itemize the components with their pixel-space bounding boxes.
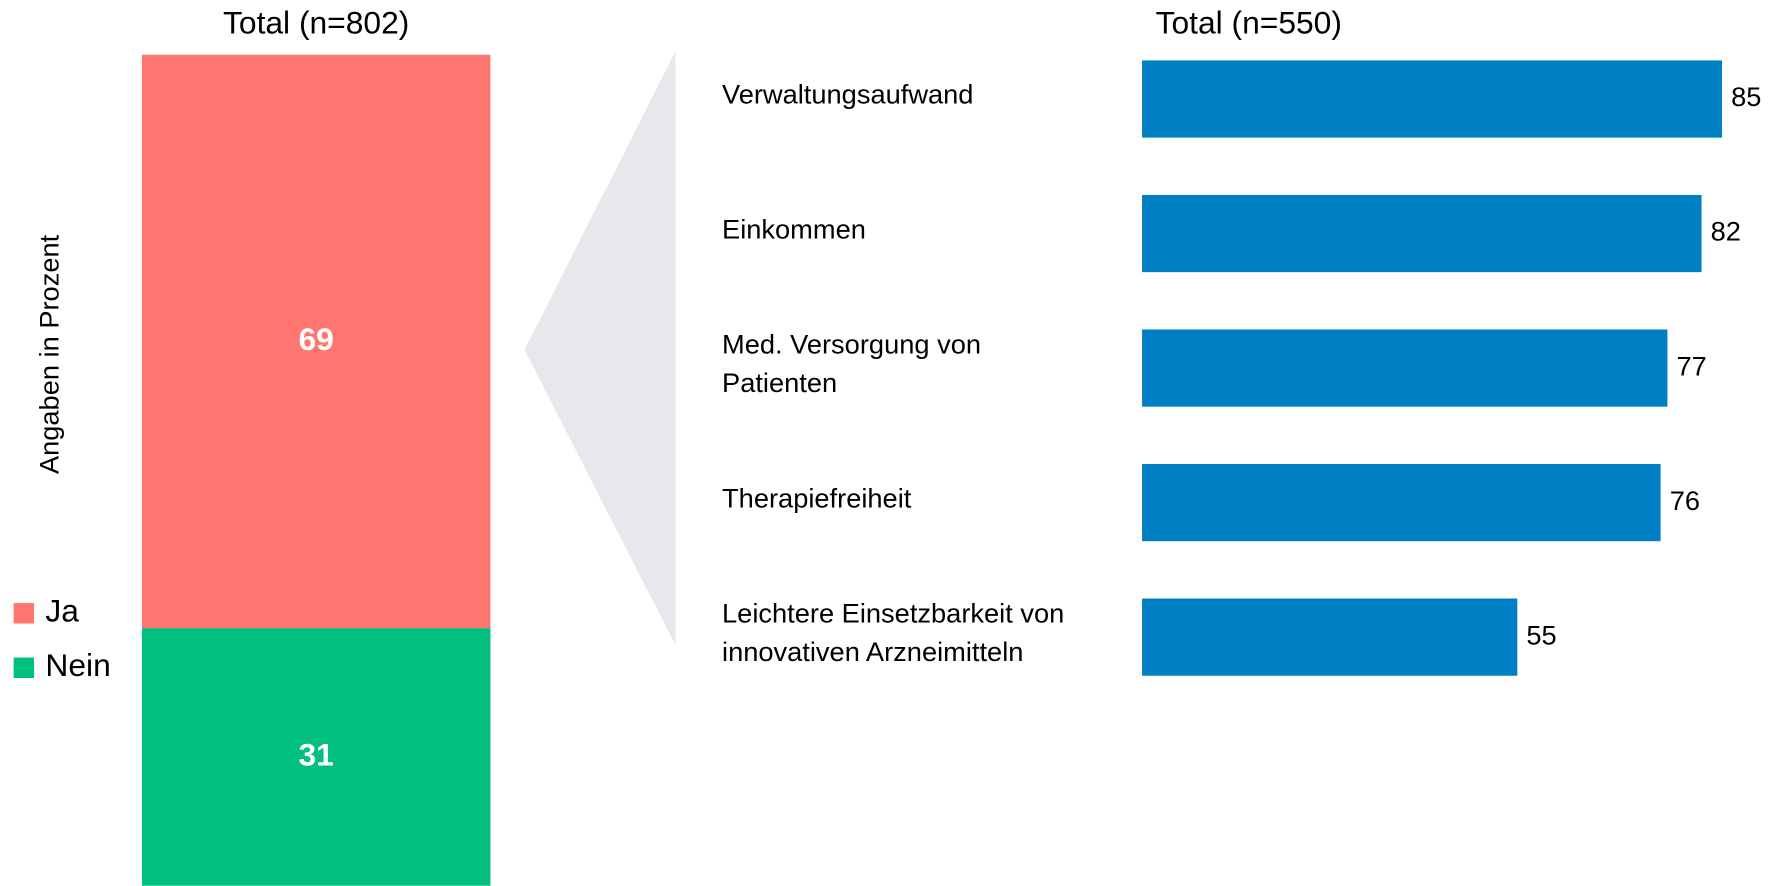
bar [1142, 194, 1702, 273]
bar [1142, 329, 1668, 407]
category-label-box: Leichtere Einsetzbarkeit von innovativen… [722, 598, 1065, 668]
bar [1142, 464, 1661, 542]
category-label-box: Verwaltungsaufwand [722, 79, 974, 111]
bar [1142, 60, 1723, 138]
category-label: Total (n=802) [223, 5, 409, 41]
chart-title: Total (n=550) [1156, 5, 1342, 41]
category-label-box: Therapiefreiheit [722, 483, 912, 514]
data-label: 55 [1526, 619, 1556, 650]
category-label-box: Einkommen [722, 214, 866, 245]
category-label-box: Med. Versorgung von Patienten [722, 329, 982, 399]
category-label: Verwaltungsaufwand [722, 79, 974, 111]
data-label: 31 [298, 736, 333, 772]
bar-segment [141, 628, 491, 886]
legend-label: Ja [45, 593, 79, 629]
bar-segment [141, 54, 491, 629]
category-label: Therapiefreiheit [722, 483, 912, 514]
zoom-connector [524, 51, 676, 646]
data-label: 69 [298, 321, 333, 357]
legend-swatch [13, 657, 35, 678]
bar [1142, 598, 1518, 676]
y-axis-label: Angaben in Prozent [33, 234, 64, 474]
legend-swatch [13, 603, 35, 624]
data-label: 85 [1731, 81, 1761, 112]
data-label: 76 [1670, 485, 1700, 516]
category-label: Einkommen [722, 214, 866, 245]
legend-label: Nein [45, 647, 110, 683]
data-label: 77 [1677, 350, 1707, 381]
data-label: 82 [1711, 216, 1741, 247]
category-label: Med. Versorgung von Patienten [722, 329, 982, 399]
category-label: Leichtere Einsetzbarkeit von innovativen… [722, 598, 1065, 668]
